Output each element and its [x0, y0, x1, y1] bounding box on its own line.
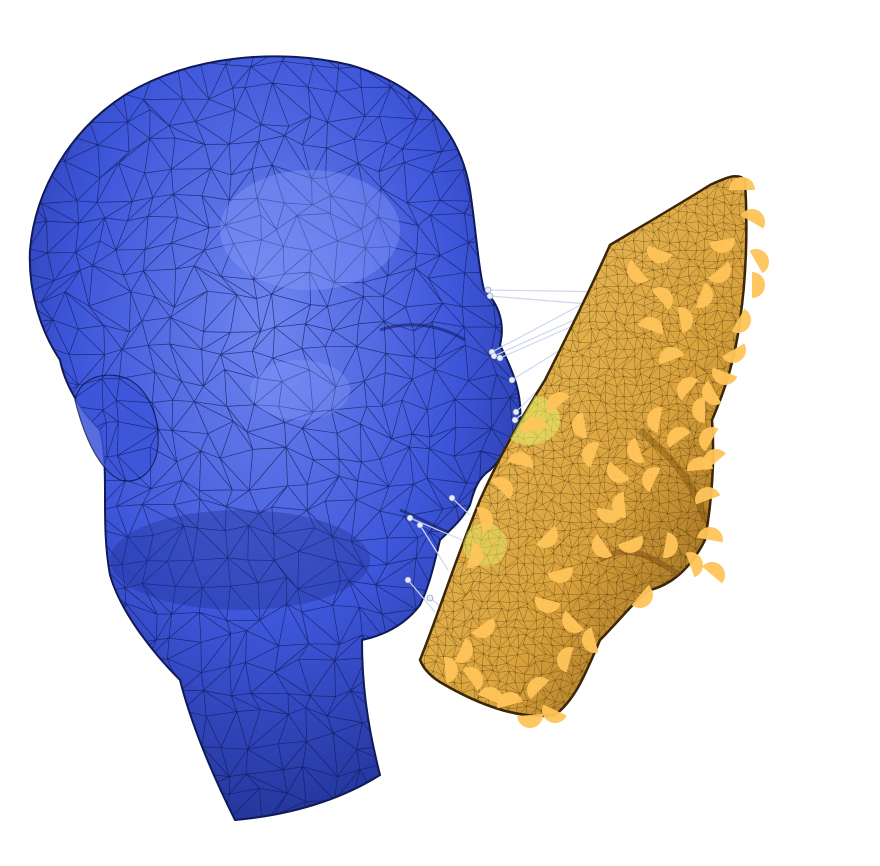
landmark-marker — [740, 209, 765, 229]
landmark-marker — [697, 527, 723, 543]
landmark-marker — [695, 487, 721, 505]
head-mesh — [28, 55, 522, 822]
jaw-shadow — [110, 510, 370, 610]
landmark-marker — [507, 452, 533, 469]
landmark-marker — [547, 392, 570, 414]
landmark-marker — [662, 532, 678, 558]
correspondence-anchor — [486, 292, 494, 300]
landmark-marker — [651, 287, 673, 310]
landmark-marker — [702, 380, 722, 405]
landmark-marker — [443, 657, 458, 683]
landmark-markers — [443, 177, 769, 728]
landmark-marker — [631, 585, 653, 608]
landmark-marker — [667, 427, 691, 448]
landmark-marker — [522, 417, 548, 433]
landmark-marker — [582, 442, 600, 468]
landmark-marker — [702, 562, 725, 584]
correspondence-anchor — [404, 576, 412, 584]
landmark-marker — [659, 347, 685, 365]
landmark-marker — [637, 317, 663, 335]
correspondence-anchor — [490, 352, 498, 360]
landmark-marker — [462, 667, 483, 691]
correspondence-anchor — [416, 521, 424, 529]
landmark-marker — [729, 177, 755, 190]
correspondence-line — [419, 524, 449, 571]
landmark-marker — [471, 617, 495, 638]
landmark-marker — [627, 260, 649, 283]
landmark-marker — [752, 272, 765, 298]
landmark-marker — [582, 627, 599, 653]
landmark-marker — [642, 467, 661, 492]
correspondence-anchor — [426, 594, 434, 602]
landmark-marker — [721, 343, 746, 363]
head-shading — [110, 170, 466, 610]
landmark-marker — [677, 377, 699, 400]
nose-fold — [637, 427, 709, 522]
landmark-marker — [517, 713, 543, 728]
landmark-marker — [535, 525, 558, 548]
landmark-marker — [627, 437, 645, 463]
landmark-marker — [709, 237, 735, 253]
landmark-marker — [695, 282, 713, 308]
landmark-marker — [677, 307, 693, 333]
correspondence-line — [499, 324, 576, 359]
correspondence-line — [491, 299, 591, 353]
correspondence-anchor — [406, 514, 414, 522]
correspondence-line — [409, 517, 463, 541]
landmark-marker — [497, 692, 523, 709]
landmark-marker — [535, 596, 561, 613]
landmark-marker — [478, 687, 503, 706]
forehead-highlight — [220, 170, 400, 290]
landmark-marker — [687, 457, 713, 472]
landmark-marker — [542, 704, 567, 723]
cheek-highlight — [250, 360, 350, 420]
landmark-marker — [490, 477, 513, 500]
landmark-marker — [592, 534, 613, 558]
correspondence-line — [493, 314, 586, 357]
landmark-marker — [466, 542, 483, 568]
landmark-marker — [731, 308, 751, 333]
landmark-marker — [557, 647, 574, 673]
landmark-marker — [685, 552, 703, 578]
head-silhouette — [28, 55, 522, 822]
landmark-marker — [607, 461, 630, 483]
correspondence-line — [451, 497, 471, 516]
landmark-marker — [749, 249, 769, 274]
landmark-marker — [712, 367, 738, 385]
correspondence-line — [407, 579, 436, 613]
landmark-marker — [612, 492, 627, 518]
landmark-marker — [476, 507, 493, 533]
landmark-marker — [647, 407, 663, 433]
landmark-marker — [527, 677, 550, 700]
correspondence-anchor — [448, 494, 456, 502]
correspondence-anchor — [511, 416, 519, 424]
landmark-marker — [708, 261, 731, 283]
landmark-marker — [572, 412, 588, 438]
landmark-marker — [617, 535, 643, 553]
correspondence-anchor — [496, 354, 504, 362]
landmark-marker — [699, 427, 719, 452]
correspondence-line — [511, 349, 561, 381]
correspondence-lines — [404, 286, 613, 613]
eye-crease — [379, 323, 466, 342]
correspondence-anchor — [508, 376, 516, 384]
correspondence-anchor — [484, 286, 492, 294]
landmark-marker — [692, 397, 705, 423]
correspondence-anchor — [512, 408, 520, 416]
landmark-marker — [562, 610, 585, 633]
landmark-marker — [547, 566, 573, 583]
landmark-marker — [454, 638, 473, 663]
landmark-marker — [647, 245, 673, 263]
